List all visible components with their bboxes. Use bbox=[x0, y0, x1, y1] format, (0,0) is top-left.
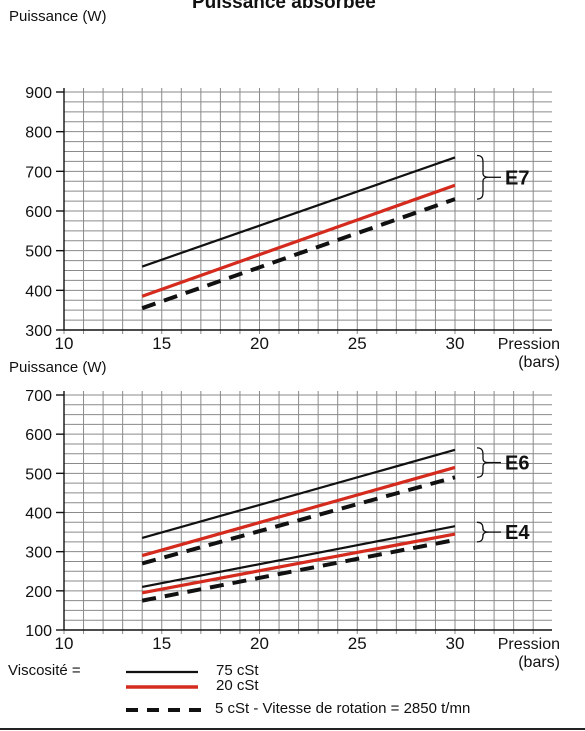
chart-panel-2 bbox=[56, 391, 552, 634]
y-tick-label: 700 bbox=[25, 388, 52, 405]
y-tick-label: 800 bbox=[25, 125, 52, 142]
y-tick-label: 400 bbox=[25, 506, 52, 523]
x-tick-label: 30 bbox=[446, 634, 465, 653]
series-line-75cst-e6 bbox=[141, 448, 456, 540]
y-tick-label: 300 bbox=[25, 323, 52, 340]
y-tick-label: 500 bbox=[25, 466, 52, 483]
y-tick-label: 700 bbox=[25, 164, 52, 181]
group-label-e7: E7 bbox=[505, 167, 529, 189]
series-line-5cst-e6 bbox=[141, 475, 456, 566]
x-tick-label: 30 bbox=[446, 334, 465, 353]
x-tick-label: 15 bbox=[152, 634, 171, 653]
y-tick-label: 300 bbox=[25, 545, 52, 562]
group-brace-e7 bbox=[476, 154, 490, 200]
x-tick-label: 15 bbox=[152, 334, 171, 353]
legend-label-5cst: 5 cSt - Vitesse de rotation = 2850 t/mn bbox=[215, 700, 471, 717]
x-tick-label: 20 bbox=[250, 334, 269, 353]
x-tick-label: 10 bbox=[55, 334, 74, 353]
y-tick-label: 100 bbox=[25, 623, 52, 640]
legend-swatch-5cst bbox=[126, 708, 208, 712]
y-tick-label: 600 bbox=[25, 204, 52, 221]
x-axis-unit-label: (bars) bbox=[518, 654, 560, 671]
series-line-5cst-e7 bbox=[141, 197, 456, 311]
legend-swatch-75cst bbox=[126, 670, 198, 674]
legend-label-20cst: 20 cSt bbox=[216, 677, 259, 694]
y-tick-label: 400 bbox=[25, 283, 52, 300]
y-axis-unit-label: Puissance (W) bbox=[9, 8, 107, 25]
y-tick-label: 200 bbox=[25, 584, 52, 601]
x-axis-label: Pression bbox=[498, 336, 560, 353]
y-tick-label: 500 bbox=[25, 244, 52, 261]
legend: Viscosité = 75 cSt 20 cSt 5 cSt - Vitess… bbox=[8, 662, 585, 731]
series-line-75cst-e7 bbox=[141, 156, 456, 268]
series-line-20cst-e7 bbox=[141, 183, 456, 298]
series-line-20cst-e6 bbox=[141, 465, 456, 558]
y-tick-label: 600 bbox=[25, 427, 52, 444]
legend-label-75cst: 75 cSt bbox=[216, 662, 259, 679]
legend-swatch-20cst bbox=[126, 685, 198, 689]
y-axis-unit-label-2: Puissance (W) bbox=[9, 359, 107, 376]
x-tick-label: 20 bbox=[250, 634, 269, 653]
x-tick-label: 25 bbox=[348, 634, 367, 653]
bottom-rule bbox=[0, 728, 585, 730]
chart-panel-1 bbox=[56, 88, 552, 334]
x-tick-label: 10 bbox=[55, 634, 74, 653]
group-label-e4: E4 bbox=[505, 522, 530, 544]
x-axis-label: Pression bbox=[498, 636, 560, 653]
legend-prefix: Viscosité = bbox=[8, 662, 81, 679]
y-tick-label: 900 bbox=[25, 85, 52, 102]
series-line-20cst-e4 bbox=[141, 532, 456, 595]
series-line-75cst-e4 bbox=[141, 525, 456, 588]
chart-title: Puissance absorbée bbox=[192, 0, 376, 13]
x-tick-label: 25 bbox=[348, 334, 367, 353]
series-line-5cst-e4 bbox=[141, 537, 456, 603]
x-axis-unit-label: (bars) bbox=[518, 354, 560, 371]
group-label-e6: E6 bbox=[505, 453, 529, 475]
